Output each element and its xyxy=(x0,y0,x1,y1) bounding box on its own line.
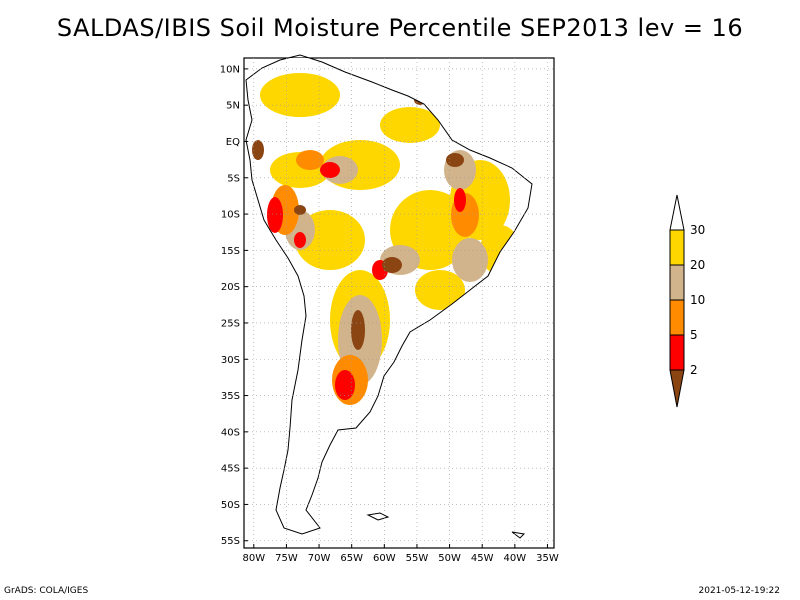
colorbar-label-20: 20 xyxy=(690,258,705,272)
lon-tick-label: 55W xyxy=(406,553,429,564)
colorbar-20-30 xyxy=(669,229,685,266)
lat-tick-label: 25S xyxy=(221,318,240,329)
lat-tick-label: 55S xyxy=(221,536,240,547)
lon-tick-label: 50W xyxy=(438,553,461,564)
lat-tick-label: 5S xyxy=(227,173,240,184)
timestamp-label: 2021-05-12-19:22 xyxy=(698,586,781,596)
lat-tick-label: 10N xyxy=(220,64,240,75)
falkland-islands xyxy=(366,512,390,521)
lat-tick-label: 35S xyxy=(221,391,240,402)
lat-tick-label: 45S xyxy=(221,464,240,475)
colorbar-5-10 xyxy=(669,299,685,336)
lat-tick-label: 30S xyxy=(221,355,240,366)
south-georgia xyxy=(511,531,526,539)
colorbar-label-30: 30 xyxy=(690,223,705,237)
lon-tick-label: 45W xyxy=(471,553,494,564)
lat-tick-label: 15S xyxy=(221,246,240,257)
colorbar-label-2: 2 xyxy=(690,363,698,377)
credit-label: GrADS: COLA/IGES xyxy=(4,586,89,596)
colorbar-label-10: 10 xyxy=(690,293,705,307)
colorbar-2-5 xyxy=(669,334,685,371)
colorbar-above-30 xyxy=(669,194,685,231)
colorbar-label-5: 5 xyxy=(690,328,698,342)
lon-tick-label: 80W xyxy=(242,553,265,564)
colorbar-below-2 xyxy=(669,369,685,408)
lat-tick-label: 50S xyxy=(221,500,240,511)
longitude-labels: 80W 75W 70W 65W 60W 55W 50W 45W 40W 35W xyxy=(242,553,558,564)
lat-tick-label: 10S xyxy=(221,210,240,221)
lat-tick-label: 5N xyxy=(226,101,240,112)
lon-tick-label: 60W xyxy=(373,553,396,564)
graticule xyxy=(244,58,554,548)
lon-tick-label: 75W xyxy=(275,553,298,564)
colorbar-10-20 xyxy=(669,264,685,301)
lat-tick-label: EQ xyxy=(226,137,240,148)
lon-tick-label: 40W xyxy=(504,553,527,564)
lat-tick-label: 40S xyxy=(221,427,240,438)
latitude-labels: 10N 5N EQ 5S 10S 15S 20S 25S 30S 35S 40S 45S 50S 55S xyxy=(220,64,240,547)
lon-tick-label: 65W xyxy=(340,553,363,564)
lon-tick-label: 35W xyxy=(536,553,559,564)
lon-tick-label: 70W xyxy=(308,553,331,564)
colorbar: 30 20 10 5 2 xyxy=(669,194,705,408)
map-title: SALDAS/IBIS Soil Moisture Percentile SEP… xyxy=(56,14,744,42)
lat-tick-label: 20S xyxy=(221,282,240,293)
